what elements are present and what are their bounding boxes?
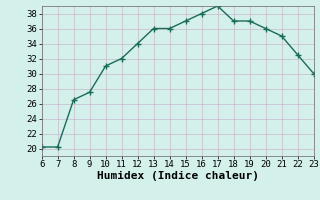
X-axis label: Humidex (Indice chaleur): Humidex (Indice chaleur) (97, 171, 259, 181)
